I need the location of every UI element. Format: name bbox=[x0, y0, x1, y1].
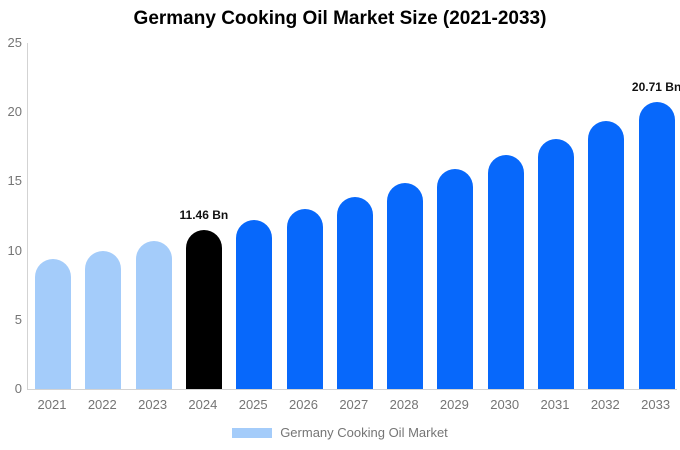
x-axis-label: 2033 bbox=[641, 397, 671, 412]
bar-value-label: 20.71 Bn bbox=[631, 80, 680, 95]
x-axis-label: 2029 bbox=[439, 397, 469, 412]
x-axis-label: 2021 bbox=[37, 397, 67, 412]
bar-2032[interactable] bbox=[588, 120, 625, 389]
x-axis-label: 2022 bbox=[87, 397, 117, 412]
bar-2031[interactable] bbox=[538, 138, 574, 389]
x-axis-label: 2023 bbox=[138, 397, 168, 412]
x-axis-label: 2030 bbox=[490, 397, 520, 412]
legend-label: Germany Cooking Oil Market bbox=[280, 425, 448, 440]
x-axis-label: 2027 bbox=[339, 397, 369, 412]
y-axis-label: 25 bbox=[7, 35, 22, 50]
bar-2024[interactable] bbox=[185, 230, 222, 389]
x-axis-label: 2028 bbox=[389, 397, 419, 412]
chart-title: Germany Cooking Oil Market Size (2021-20… bbox=[133, 8, 547, 29]
bar-2027[interactable] bbox=[336, 196, 373, 389]
legend-item[interactable]: Germany Cooking Oil Market bbox=[232, 425, 448, 441]
bar-2030[interactable] bbox=[487, 155, 524, 389]
plot-area: 11.46 Bn 20.71 Bn bbox=[27, 43, 680, 390]
x-axis-label: 2031 bbox=[540, 397, 570, 412]
bar-2025[interactable] bbox=[236, 220, 273, 389]
bar-value-label: 11.46 Bn bbox=[179, 208, 229, 223]
y-axis-label: 20 bbox=[7, 104, 22, 120]
bar-2022[interactable] bbox=[85, 250, 122, 389]
bar-2033[interactable] bbox=[638, 102, 675, 389]
x-axis-label: 2024 bbox=[188, 397, 218, 412]
bar-2028[interactable] bbox=[387, 182, 424, 389]
legend-swatch-icon bbox=[232, 428, 273, 438]
x-axis-label: 2025 bbox=[238, 397, 268, 412]
bar-2026[interactable] bbox=[286, 209, 323, 389]
bar-2029[interactable] bbox=[437, 168, 474, 389]
y-axis-label: 0 bbox=[14, 381, 22, 396]
bar-2023[interactable] bbox=[135, 240, 172, 389]
y-axis-label: 5 bbox=[14, 311, 22, 327]
y-axis-label: 10 bbox=[7, 242, 22, 258]
bar-2021[interactable] bbox=[35, 258, 71, 389]
legend: Germany Cooking Oil Market bbox=[0, 425, 680, 441]
x-axis-label: 2026 bbox=[289, 397, 318, 412]
y-axis-label: 15 bbox=[7, 173, 22, 189]
x-axis-label: 2032 bbox=[590, 397, 620, 412]
